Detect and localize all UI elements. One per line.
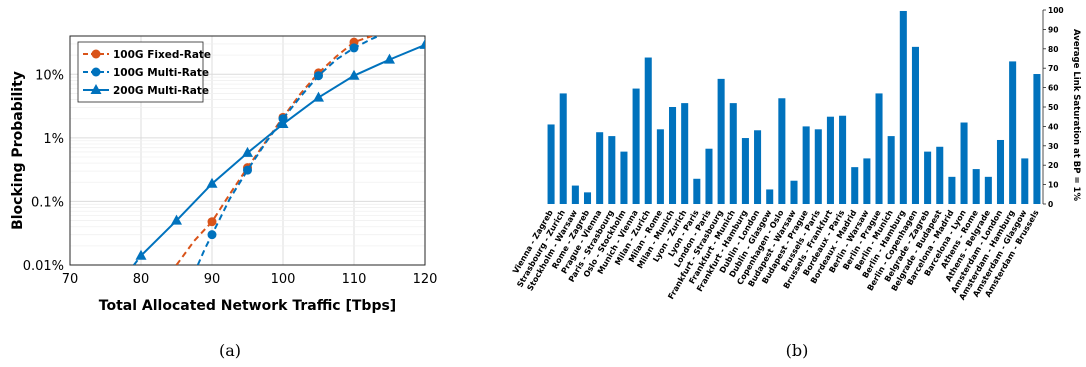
- x-tick-label-a: 100: [271, 272, 296, 287]
- x-axis-title-a: Total Allocated Network Traffic [Tbps]: [99, 298, 396, 314]
- series-2-point: [348, 69, 360, 80]
- series-1-point: [207, 230, 217, 240]
- x-tick-label-a: 70: [62, 272, 79, 287]
- series-2-point: [206, 177, 218, 188]
- bar: [1021, 158, 1029, 204]
- bar: [754, 130, 762, 204]
- bar: [802, 126, 810, 204]
- y-tick-label-b: 50: [1048, 103, 1058, 112]
- y-axis-title-a: Blocking Probability: [10, 71, 26, 230]
- y-tick-label-a: 0.1%: [31, 195, 64, 210]
- y-tick-label-a: 10%: [35, 68, 64, 83]
- legend-label-2: 200G Multi-Rate: [113, 85, 209, 97]
- bar: [741, 138, 749, 204]
- series-2-point: [242, 146, 253, 157]
- y-tick-label-b: 10: [1048, 181, 1058, 190]
- x-tick-label-a: 80: [133, 272, 150, 287]
- legend-marker-2: [90, 84, 102, 94]
- legend-label-0: 100G Fixed-Rate: [113, 49, 211, 61]
- bar: [656, 129, 664, 204]
- legend-label-1: 100G Multi-Rate: [113, 67, 209, 79]
- series-2-point: [313, 91, 324, 102]
- series-2-point: [171, 214, 182, 225]
- y-tick-label-b: 60: [1048, 84, 1058, 93]
- bar: [839, 115, 847, 204]
- bar: [936, 146, 944, 204]
- series-2-point: [384, 53, 395, 64]
- bar: [851, 167, 859, 204]
- bar: [790, 180, 798, 204]
- series-2-dashed-curve: [133, 255, 142, 265]
- bar: [924, 151, 932, 204]
- y-tick-label-b: 20: [1048, 161, 1058, 170]
- plot-area-a: [69, 35, 426, 266]
- series-2-point: [135, 249, 147, 260]
- bar: [899, 10, 907, 204]
- bar: [693, 178, 701, 204]
- y-tick-label-b: 80: [1048, 45, 1058, 54]
- series-1-dashed-curve: [196, 36, 380, 265]
- bar: [620, 151, 628, 204]
- series-2-point: [277, 118, 289, 129]
- bar: [972, 169, 980, 204]
- y-axis-title-b: Average Link Saturation at BP = 1%: [1071, 29, 1081, 201]
- bar: [960, 122, 968, 204]
- bar: [596, 132, 604, 204]
- series-0-point: [207, 217, 217, 227]
- bar: [766, 189, 774, 204]
- series-1-point: [314, 71, 323, 81]
- bar: [681, 103, 689, 204]
- bar: [644, 57, 652, 204]
- bar: [887, 136, 895, 204]
- bar: [547, 124, 555, 204]
- y-tick-label-b: 0: [1048, 200, 1053, 209]
- series-group-a: [133, 36, 425, 265]
- y-tick-label-b: 70: [1048, 64, 1058, 73]
- bar: [717, 78, 725, 204]
- bar: [559, 93, 567, 204]
- y-tick-label-b: 30: [1048, 142, 1058, 151]
- y-tick-label-b: 90: [1048, 25, 1058, 34]
- y-tick-label-b: 100: [1048, 6, 1064, 15]
- series-2-point: [419, 38, 425, 49]
- bar: [948, 176, 956, 204]
- bar: [984, 176, 992, 204]
- bar: [911, 46, 919, 204]
- bar: [826, 116, 834, 204]
- bar: [1009, 61, 1017, 204]
- caption-a: (a): [219, 341, 241, 360]
- bar: [1033, 74, 1041, 205]
- bar: [814, 129, 822, 204]
- y-tick-label-b: 40: [1048, 122, 1058, 131]
- bar: [875, 93, 883, 204]
- y-tick-label-a: 0.01%: [23, 259, 64, 274]
- x-tick-label-a: 110: [342, 272, 367, 287]
- bar: [729, 103, 737, 204]
- legend-marker-1: [91, 67, 101, 77]
- bar: [571, 185, 579, 204]
- legend-marker-0: [91, 49, 101, 59]
- chart-a: 70 80 90 100 110 120 0.01% 0.1% 1% 10% Total Alloc…: [10, 35, 438, 314]
- bar: [705, 148, 713, 204]
- caption-b: (b): [786, 341, 809, 360]
- bar: [778, 98, 786, 204]
- bar: [632, 88, 640, 204]
- bar: [583, 192, 592, 204]
- bar: [863, 158, 871, 204]
- x-tick-label-a: 90: [204, 272, 221, 287]
- series-1-point: [243, 165, 252, 175]
- series-1-point: [349, 43, 359, 53]
- y-tick-label-a: 1%: [43, 132, 64, 147]
- bar: [996, 139, 1005, 204]
- bar: [608, 136, 616, 204]
- x-tick-label-a: 120: [413, 272, 438, 287]
- bar: [669, 107, 677, 204]
